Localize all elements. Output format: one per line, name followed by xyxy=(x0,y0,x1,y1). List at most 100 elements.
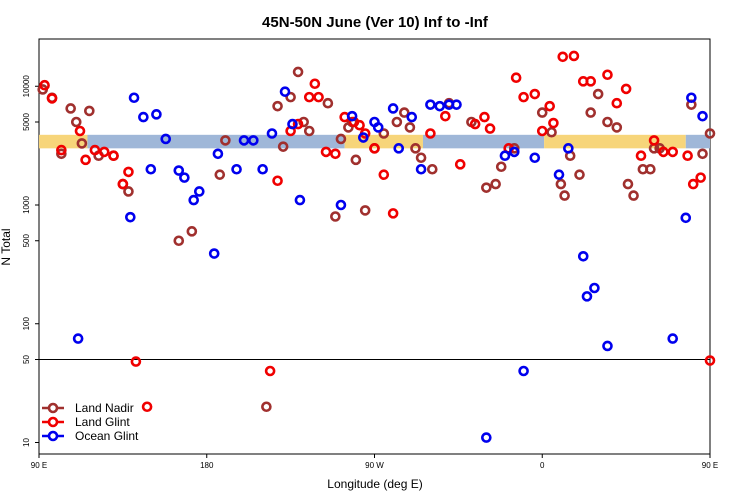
point-land-glint xyxy=(658,146,669,158)
point-land-nadir xyxy=(399,107,410,118)
point-land-glint xyxy=(56,144,67,156)
x-axis-label: Longitude (deg E) xyxy=(327,477,422,491)
point-land-nadir xyxy=(508,143,520,154)
band-segment xyxy=(39,134,88,149)
point-land-nadir xyxy=(622,178,634,190)
point-land-glint xyxy=(264,365,276,377)
point-land-glint xyxy=(309,78,321,90)
point-land-nadir xyxy=(559,190,570,201)
point-ocean-glint xyxy=(294,194,306,206)
point-land-nadir xyxy=(391,116,403,128)
point-land-glint xyxy=(330,148,341,160)
point-land-nadir xyxy=(546,126,557,138)
point-ocean-glint xyxy=(499,150,511,162)
point-land-nadir xyxy=(378,128,390,139)
x-tick-label: 0 xyxy=(540,461,545,470)
legend-marker xyxy=(47,416,59,428)
point-land-glint xyxy=(98,146,110,158)
point-ocean-glint xyxy=(266,128,278,139)
x-axis-ticks: 90 E 180 90 W 0 90 E xyxy=(31,454,718,470)
point-land-glint xyxy=(378,169,390,180)
point-land-glint xyxy=(80,154,91,166)
point-land-glint xyxy=(687,178,699,190)
point-land-nadir xyxy=(220,135,231,146)
point-land-nadir xyxy=(277,141,289,152)
point-land-nadir xyxy=(404,122,416,133)
point-ocean-glint xyxy=(589,282,600,294)
point-land-glint xyxy=(46,93,58,104)
y-tick-label: 100 xyxy=(22,317,31,331)
point-ocean-glint xyxy=(72,333,84,344)
point-land-glint xyxy=(544,100,556,112)
point-land-nadir xyxy=(335,133,347,145)
point-land-nadir xyxy=(350,154,362,166)
y-axis-label: N Total xyxy=(0,228,13,265)
point-ocean-glint xyxy=(125,211,136,223)
point-ocean-glint xyxy=(481,432,492,443)
band-segment xyxy=(685,134,710,149)
x-tick-label: 90 W xyxy=(365,461,384,470)
point-land-glint xyxy=(585,76,597,87)
point-land-nadir xyxy=(704,128,716,139)
point-land-glint xyxy=(303,91,315,103)
point-land-nadir xyxy=(292,66,304,78)
point-land-glint xyxy=(704,355,716,366)
point-land-nadir xyxy=(645,163,656,175)
point-ocean-glint xyxy=(553,169,565,180)
point-land-glint xyxy=(518,91,529,103)
point-land-nadir xyxy=(123,186,134,197)
point-land-nadir xyxy=(555,178,567,190)
point-land-glint xyxy=(320,146,332,158)
point-land-glint xyxy=(130,356,142,367)
point-ocean-glint xyxy=(434,100,446,112)
point-ocean-glint xyxy=(680,212,692,224)
point-ocean-glint xyxy=(173,165,185,176)
point-land-glint xyxy=(369,143,380,154)
point-land-nadir xyxy=(536,107,548,118)
legend-label: Land Nadir xyxy=(75,401,134,415)
point-land-nadir xyxy=(84,105,95,117)
point-ocean-glint xyxy=(208,248,220,259)
point-land-nadir xyxy=(359,205,371,216)
point-land-nadir xyxy=(585,107,597,118)
point-land-glint xyxy=(667,146,679,158)
point-land-nadir xyxy=(415,152,427,164)
point-land-glint xyxy=(454,159,466,170)
data-points xyxy=(37,50,716,443)
point-land-nadir xyxy=(261,401,272,413)
point-ocean-glint xyxy=(667,333,679,344)
point-land-glint xyxy=(354,119,365,131)
point-land-nadir xyxy=(495,161,507,173)
point-ocean-glint xyxy=(151,109,162,120)
point-ocean-glint xyxy=(387,103,399,114)
point-ocean-glint xyxy=(287,118,298,130)
point-land-glint xyxy=(635,150,647,162)
point-land-nadir xyxy=(611,122,623,133)
point-land-nadir xyxy=(410,143,421,154)
point-ocean-glint xyxy=(279,86,291,97)
point-ocean-glint xyxy=(138,111,149,123)
point-land-glint xyxy=(568,50,580,62)
point-ocean-glint xyxy=(581,291,593,302)
point-land-nadir xyxy=(285,91,296,103)
point-land-nadir xyxy=(490,178,501,190)
legend-marker xyxy=(47,430,59,442)
point-land-nadir xyxy=(173,235,185,247)
point-ocean-glint xyxy=(415,163,427,175)
point-land-nadir xyxy=(322,97,334,109)
point-ocean-glint xyxy=(518,365,529,377)
x-tick-label: 90 E xyxy=(31,461,47,470)
y-tick-label: 5000 xyxy=(22,113,31,131)
point-land-glint xyxy=(548,117,559,129)
point-ocean-glint xyxy=(128,92,140,104)
legend-label: Ocean Glint xyxy=(75,429,139,443)
point-land-glint xyxy=(313,91,324,103)
point-land-glint xyxy=(387,208,399,219)
point-land-nadir xyxy=(303,125,315,137)
y-axis-ticks: 10 50 100 500 1000 5000 10000 xyxy=(22,75,39,447)
point-ocean-glint xyxy=(372,122,384,133)
point-land-glint xyxy=(602,69,613,81)
point-land-glint xyxy=(272,175,283,187)
point-land-glint xyxy=(484,123,496,134)
